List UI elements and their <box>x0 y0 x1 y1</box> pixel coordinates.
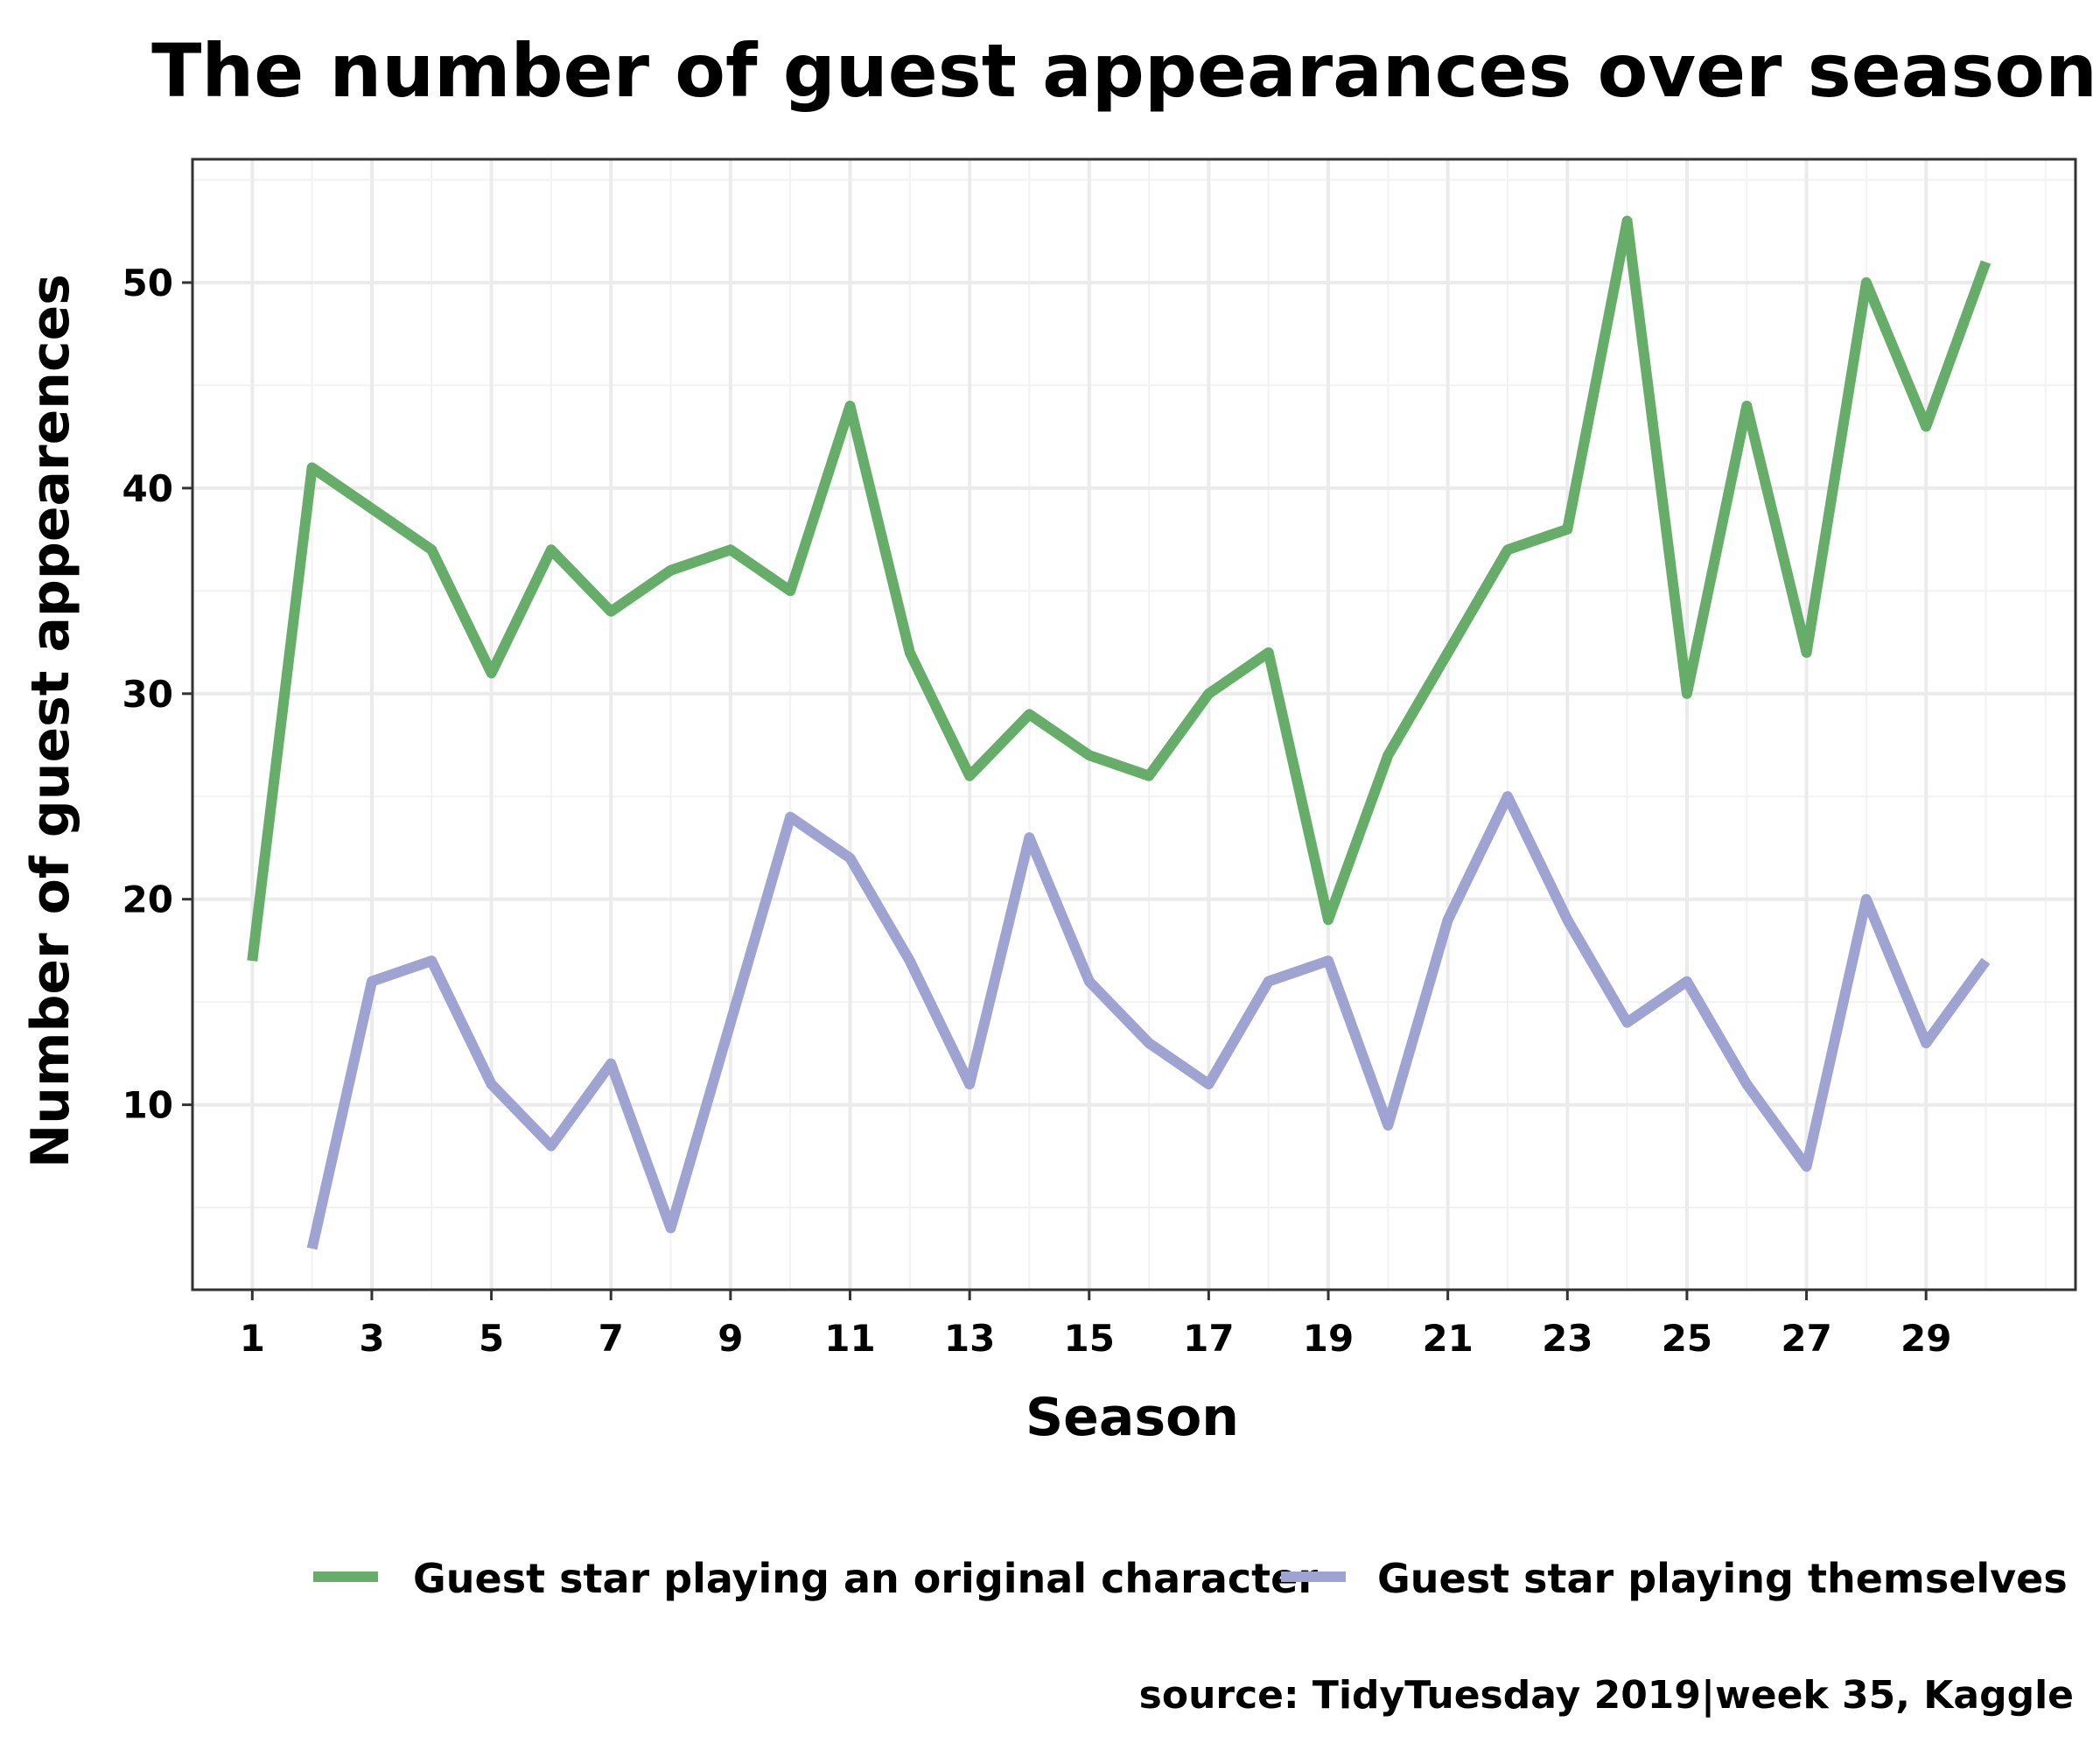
x-tick-label: 27 <box>1781 1317 1831 1360</box>
series-line-original-character <box>247 215 1992 962</box>
legend-label-themselves: Guest star playing themselves <box>1377 1555 2068 1602</box>
major-gridlines <box>192 159 2076 1290</box>
x-tick-label: 25 <box>1662 1317 1712 1360</box>
chart-title: The number of guest appearances over sea… <box>151 28 2100 114</box>
legend: Guest star playing an original character… <box>313 1555 2068 1602</box>
x-tick-label: 23 <box>1542 1317 1592 1360</box>
y-tick-label: 50 <box>122 262 173 304</box>
source-caption: source: TidyTuesday 2019|week 35, Kaggle <box>1139 1673 2074 1718</box>
x-tick-label: 9 <box>718 1317 743 1360</box>
x-tick-label: 15 <box>1064 1317 1115 1360</box>
series-lines <box>247 215 1992 1250</box>
x-tick-label: 3 <box>359 1317 384 1360</box>
minor-gridlines <box>192 159 2076 1290</box>
x-tick-label: 17 <box>1183 1317 1234 1360</box>
x-tick-label: 13 <box>944 1317 995 1360</box>
y-tick-label: 40 <box>122 467 173 510</box>
x-tick-label: 11 <box>824 1317 875 1360</box>
y-tick-label: 10 <box>122 1084 173 1127</box>
legend-label-original-character: Guest star playing an original character <box>413 1555 1318 1602</box>
x-tick-label: 7 <box>598 1317 624 1360</box>
x-tick-label: 5 <box>479 1317 504 1360</box>
x-tick-label: 21 <box>1422 1317 1473 1360</box>
series-line-themselves <box>306 791 1991 1250</box>
y-axis-title: Number of guest appearences <box>20 274 81 1168</box>
x-tick-label: 1 <box>240 1317 265 1360</box>
x-axis-title: Season <box>1026 1387 1239 1448</box>
plot-panel-border <box>191 158 2077 1292</box>
x-tick-label: 19 <box>1303 1317 1354 1360</box>
y-tick-label: 20 <box>122 878 173 921</box>
y-axis-ticks: 10 20 30 40 50 <box>122 262 192 1127</box>
y-tick-label: 30 <box>122 673 173 716</box>
x-axis-ticks: 1 3 5 7 9 11 13 15 17 19 21 23 25 27 29 <box>240 1290 1951 1360</box>
x-tick-label: 29 <box>1900 1317 1951 1360</box>
